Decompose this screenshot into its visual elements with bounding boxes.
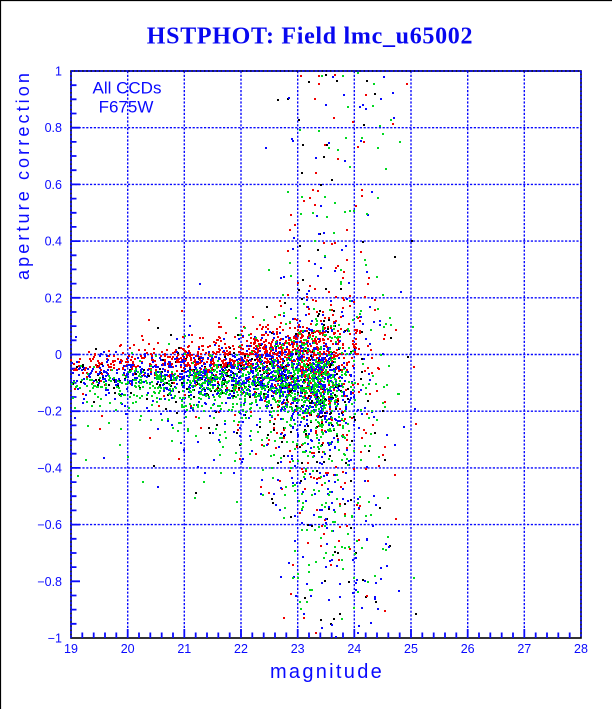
- svg-text:0.2: 0.2: [45, 291, 62, 305]
- svg-text:0: 0: [55, 348, 62, 362]
- svg-text:21: 21: [177, 642, 191, 656]
- svg-text:−0.4: −0.4: [37, 461, 62, 475]
- svg-text:25: 25: [404, 642, 418, 656]
- svg-text:0.8: 0.8: [45, 121, 62, 135]
- svg-text:aperture correction: aperture correction: [13, 70, 33, 280]
- svg-text:20: 20: [121, 642, 135, 656]
- svg-text:HSTPHOT: Field lmc_u65002: HSTPHOT: Field lmc_u65002: [147, 24, 473, 50]
- svg-text:−1: −1: [48, 632, 62, 646]
- svg-text:24: 24: [347, 642, 361, 656]
- svg-text:magnitude: magnitude: [270, 661, 384, 683]
- svg-text:0.4: 0.4: [45, 235, 62, 249]
- svg-text:−0.2: −0.2: [37, 405, 62, 419]
- svg-text:−0.6: −0.6: [37, 518, 62, 532]
- svg-text:All CCDs: All CCDs: [93, 79, 162, 98]
- svg-text:19: 19: [64, 642, 78, 656]
- svg-text:28: 28: [574, 642, 588, 656]
- svg-text:F675W: F675W: [99, 98, 154, 117]
- svg-text:22: 22: [234, 642, 248, 656]
- svg-text:26: 26: [461, 642, 475, 656]
- svg-text:23: 23: [291, 642, 305, 656]
- svg-text:−0.8: −0.8: [37, 575, 62, 589]
- svg-text:27: 27: [517, 642, 531, 656]
- svg-text:0.6: 0.6: [45, 178, 62, 192]
- svg-text:1: 1: [55, 65, 62, 79]
